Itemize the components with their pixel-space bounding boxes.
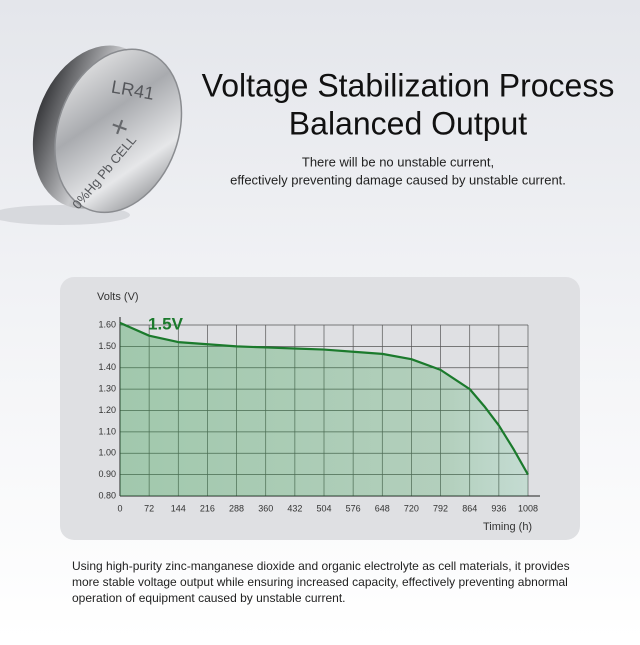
x-tick-label: 1008	[518, 503, 538, 513]
x-tick-label: 936	[491, 503, 506, 513]
x-tick-label: 504	[316, 503, 331, 513]
y-axis-label: Volts (V)	[97, 291, 139, 303]
area	[120, 322, 528, 496]
x-axis-label: Timing (h)	[483, 521, 532, 533]
y-tick-label: 1.50	[98, 341, 116, 351]
x-tick-label: 720	[404, 503, 419, 513]
x-tick-label: 576	[346, 503, 361, 513]
chart: 0.80 0.90 1.00 1.10 1.20 1.30 1.40 1.50 1.60 0 72 1…	[97, 291, 540, 533]
y-tick-label: 1.40	[98, 362, 116, 372]
title: Voltage Stabilization Process	[202, 67, 615, 103]
footer-text: Using high-purity zinc-manganese dioxide…	[72, 559, 570, 573]
x-tick-label: 288	[229, 503, 244, 513]
x-tick-label: 864	[462, 503, 477, 513]
x-tick-label: 0	[117, 503, 122, 513]
y-tick-label: 0.90	[98, 469, 116, 479]
footer-text: more stable voltage output while ensurin…	[72, 575, 568, 589]
x-tick-label: 432	[287, 503, 302, 513]
footer-text: operation of equipment caused by unstabl…	[72, 591, 346, 605]
x-tick-label: 360	[258, 503, 273, 513]
y-tick-label: 1.20	[98, 405, 116, 415]
annotation: 1.5V	[148, 314, 184, 333]
title: Balanced Output	[289, 105, 528, 141]
battery-face	[54, 48, 183, 214]
x-tick-label: 792	[433, 503, 448, 513]
line	[119, 321, 529, 476]
y-tick-label: 1.30	[98, 384, 116, 394]
y-tick-label: 0.80	[98, 490, 116, 500]
x-tick-label: 648	[375, 503, 390, 513]
y-tick-label: 1.10	[98, 426, 116, 436]
subtitle: There will be no unstable current,	[302, 154, 494, 169]
subtitle: effectively preventing damage caused by …	[230, 172, 566, 187]
x-tick-label: 144	[171, 503, 186, 513]
y-tick-label: 1.60	[98, 319, 116, 329]
battery-image: LR41 + 0%Hg Pb CELL	[0, 45, 183, 225]
x-tick-label: 72	[144, 503, 154, 513]
y-tick-label: 1.00	[98, 448, 116, 458]
x-tick-label: 216	[200, 503, 215, 513]
